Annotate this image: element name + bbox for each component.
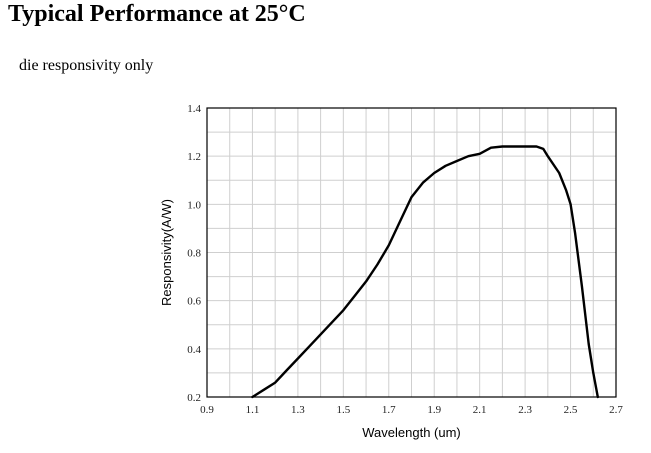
page-heading: Typical Performance at 25°C (8, 1, 306, 27)
x-tick-label: 2.7 (609, 404, 623, 416)
axis-ticks: 0.9 1.1 1.3 1.5 1.7 1.9 2.1 2.3 2.5 2.7 0.2 0.4 0.6 0… (187, 103, 623, 416)
chart-grid (207, 108, 616, 397)
y-tick-label: 0.4 (187, 344, 201, 356)
x-tick-label: 1.5 (336, 404, 350, 416)
x-tick-label: 1.7 (382, 404, 396, 416)
y-tick-label: 1.2 (187, 151, 201, 163)
responsivity-curve (251, 145, 599, 399)
y-tick-label: 1.4 (187, 103, 201, 115)
x-tick-label: 0.9 (200, 404, 214, 416)
x-tick-label: 2.1 (473, 404, 487, 416)
y-tick-label: 0.8 (187, 248, 201, 260)
y-tick-label: 0.2 (187, 392, 201, 404)
x-tick-label: 1.3 (291, 404, 305, 416)
x-tick-label: 2.3 (518, 404, 532, 416)
x-tick-label: 1.1 (246, 404, 260, 416)
y-tick-label: 1.0 (187, 199, 201, 211)
y-axis-title: Responsivity(A/W) (159, 199, 174, 306)
plot-frame (206, 107, 617, 398)
x-tick-label: 1.9 (427, 404, 441, 416)
series-layer (251, 145, 599, 399)
x-axis-title: Wavelength (um) (362, 425, 461, 440)
y-tick-label: 0.6 (187, 296, 201, 308)
x-tick-label: 2.5 (564, 404, 578, 416)
page-subheading: die responsivity only (19, 57, 154, 74)
